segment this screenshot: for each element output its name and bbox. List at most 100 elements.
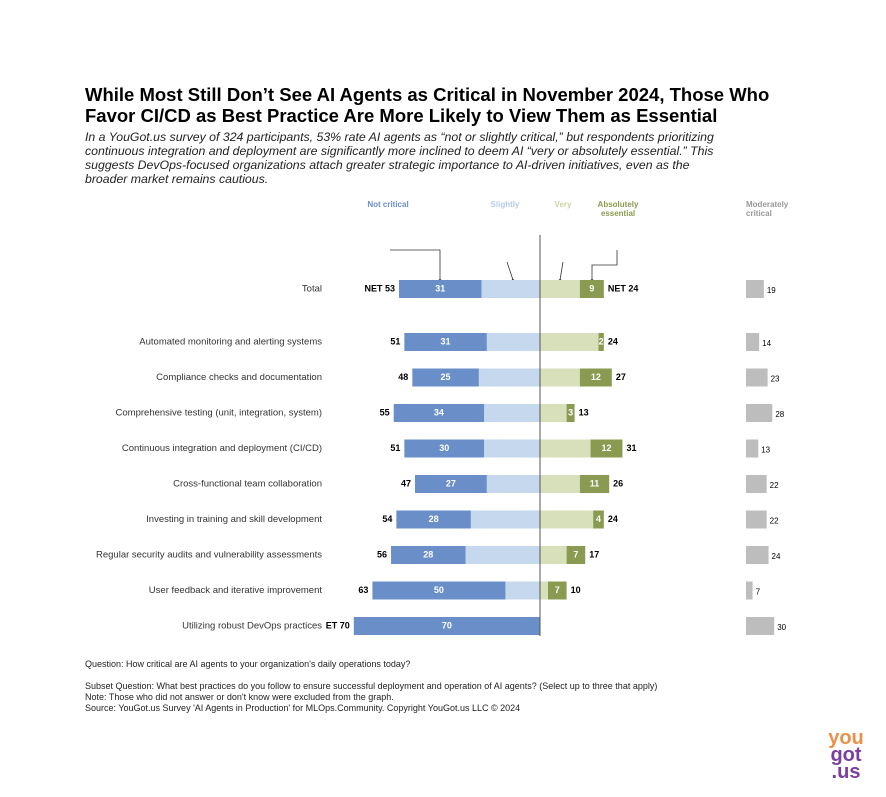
data-label: 31 xyxy=(441,336,451,346)
moderate-label: 14 xyxy=(762,339,771,348)
data-label: 12 xyxy=(601,443,611,453)
category-label: Compliance checks and documentation xyxy=(156,372,322,383)
category-label: Automated monitoring and alerting system… xyxy=(139,337,322,348)
bar-segment xyxy=(540,581,548,600)
logo-text: you xyxy=(828,727,864,749)
data-label: 7 xyxy=(573,549,578,559)
data-label: 28 xyxy=(429,514,439,524)
legend-label: Not critical xyxy=(367,200,409,209)
moderate-label: 24 xyxy=(772,552,781,561)
data-label: 25 xyxy=(441,372,451,382)
data-label: 7 xyxy=(555,585,560,595)
moderate-bar xyxy=(746,546,769,564)
bar-segment xyxy=(396,510,471,529)
data-label: 4 xyxy=(596,514,601,524)
bar-segment xyxy=(540,546,567,564)
leader-line xyxy=(591,250,618,280)
moderate-label: 19 xyxy=(767,286,776,295)
net-label: 27 xyxy=(616,372,626,382)
leader-lines xyxy=(390,249,618,281)
bar-segment xyxy=(566,404,575,422)
bar-segment xyxy=(579,475,610,493)
bar-segment xyxy=(465,546,540,564)
net-label: 55 xyxy=(380,407,390,417)
net-label: 24 xyxy=(608,514,618,524)
legend-label: Very xyxy=(554,200,572,209)
bar-segment xyxy=(590,439,623,458)
moderate-bar xyxy=(746,581,753,600)
footnote: Source: YouGot.us Survey 'AI Agents in P… xyxy=(85,703,521,713)
bar-segment xyxy=(393,404,485,422)
bar-segment xyxy=(353,617,540,635)
category-label: Continuous integration and deployment (C… xyxy=(122,443,322,454)
category-label: User feedback and iterative improvement xyxy=(149,585,323,596)
footnote: Question: How critical are AI agents to … xyxy=(85,659,411,669)
moderate-label: 30 xyxy=(777,623,786,632)
category-label: Comprehensive testing (unit, integration… xyxy=(116,408,322,419)
bar-segment xyxy=(540,439,591,458)
moderate-bar xyxy=(746,439,759,458)
moderate-label: 13 xyxy=(761,446,770,455)
net-label: 63 xyxy=(358,585,368,595)
bar-segment xyxy=(414,475,487,493)
bar-segment xyxy=(540,333,599,351)
leader-line xyxy=(390,249,441,280)
net-label: 31 xyxy=(626,443,636,453)
bar-segment xyxy=(540,404,567,422)
moderate-bar xyxy=(746,475,767,493)
net-label: 13 xyxy=(579,407,589,417)
moderate-label: 23 xyxy=(771,375,780,384)
net-label: 17 xyxy=(589,549,599,559)
data-label: 50 xyxy=(434,585,444,595)
chart-title: While Most Still Don’t See AI Agents as … xyxy=(85,84,770,126)
bar-segment xyxy=(484,439,540,458)
data-label: 31 xyxy=(435,283,445,293)
net-label: 51 xyxy=(390,336,400,346)
data-label: 30 xyxy=(439,443,449,453)
logo-text: .us xyxy=(831,761,861,783)
bar-segment xyxy=(505,581,540,600)
data-label: 70 xyxy=(442,620,452,630)
data-label: 9 xyxy=(589,283,594,293)
net-label: NET 24 xyxy=(608,283,639,293)
bar-segment xyxy=(579,368,612,387)
net-label: 24 xyxy=(608,336,618,346)
bar-segment xyxy=(540,510,594,529)
bar-segment xyxy=(399,280,482,298)
bar-segment xyxy=(540,475,580,493)
moderate-bar xyxy=(746,280,764,298)
logo: you got .us xyxy=(826,727,866,783)
bar-segment xyxy=(486,475,540,493)
category-label: Investing in training and skill developm… xyxy=(146,514,322,525)
bar-segment xyxy=(481,280,540,298)
bar-segment xyxy=(404,439,485,458)
bar-segment xyxy=(372,581,506,600)
moderate-bar xyxy=(746,510,767,529)
footnote: Note: Those who did not answer or don't … xyxy=(85,692,394,702)
net-label: 48 xyxy=(398,372,408,382)
bar-segment xyxy=(404,333,487,351)
data-label: 12 xyxy=(591,372,601,382)
moderate-bar xyxy=(746,333,760,351)
net-label: 51 xyxy=(390,443,400,453)
legend-label: Absolutely essential xyxy=(597,200,639,218)
category-label: Regular security audits and vulnerabilit… xyxy=(96,550,322,561)
bar-segment xyxy=(547,581,567,600)
data-label: 3 xyxy=(568,407,573,417)
footnote: Subset Question: What best practices do … xyxy=(85,681,658,691)
bar-segment xyxy=(486,333,540,351)
net-label: 56 xyxy=(377,549,387,559)
chart-subtitle: In a YouGot.us survey of 324 participant… xyxy=(85,130,714,186)
data-label: 27 xyxy=(446,478,456,488)
bar-segment xyxy=(412,368,479,387)
net-label: NET 53 xyxy=(365,283,396,293)
bar-segment xyxy=(478,368,540,387)
net-label: 26 xyxy=(613,478,623,488)
moderate-label: 22 xyxy=(770,481,779,490)
category-label: Utilizing robust DevOps practices xyxy=(182,621,322,632)
bar-segment xyxy=(579,280,604,298)
bar-segment xyxy=(598,333,604,351)
moderate-label: 7 xyxy=(756,588,761,597)
